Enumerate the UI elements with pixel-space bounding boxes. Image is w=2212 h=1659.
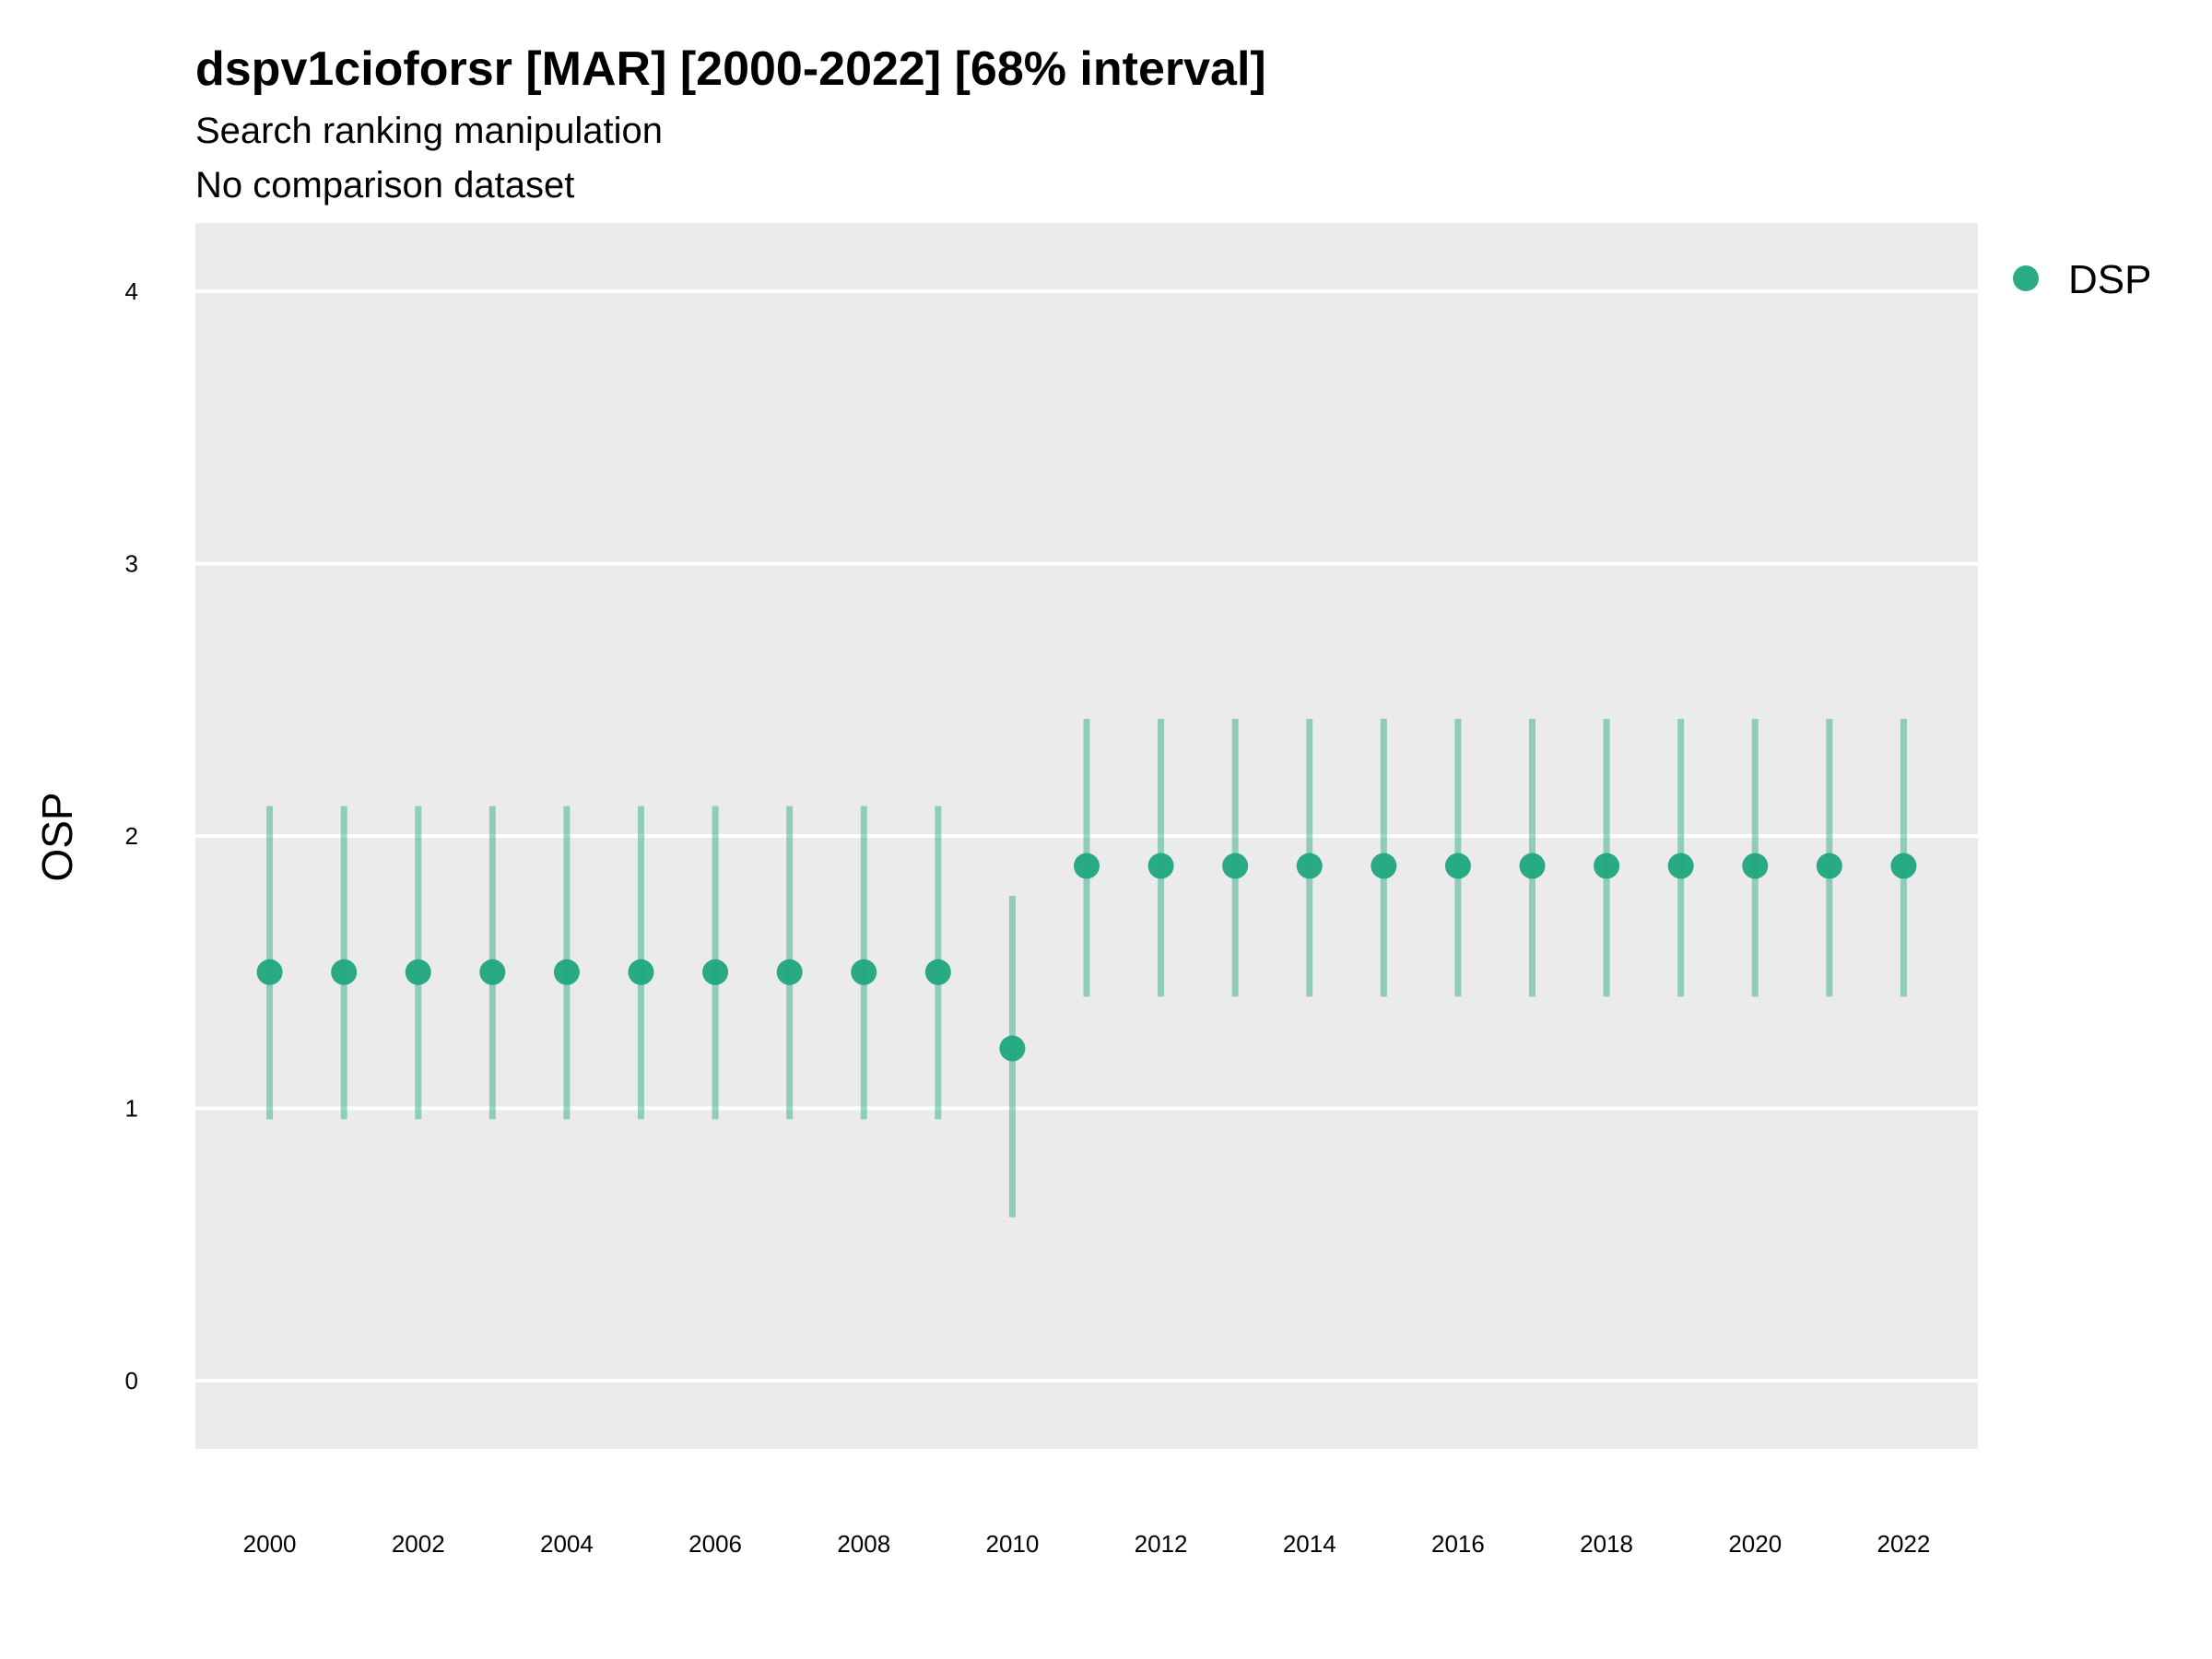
x-tick-label: 2016 — [1431, 1530, 1485, 1558]
y-tick-label: 2 — [125, 822, 138, 850]
x-tick-labels: 2000 2002 2004 2006 2008 2010 2012 2014 2016 2018… — [243, 1530, 1931, 1558]
y-tick-label: 0 — [125, 1367, 138, 1394]
data-point — [999, 1035, 1026, 1062]
x-tick-label: 2012 — [1135, 1530, 1188, 1558]
x-tick-label: 2008 — [837, 1530, 890, 1558]
x-tick-label: 2006 — [688, 1530, 742, 1558]
data-point — [1371, 853, 1397, 879]
chart-title: dspv1cioforsr [MAR] [2000-2022] [68% int… — [195, 42, 1266, 96]
legend-swatch-dsp — [2013, 265, 2039, 291]
data-point — [553, 959, 580, 985]
chart-subtitle: Search ranking manipulation — [195, 111, 663, 151]
data-point — [702, 959, 729, 985]
data-point — [1222, 853, 1249, 879]
data-point — [256, 959, 283, 985]
x-tick-label: 2002 — [392, 1530, 445, 1558]
data-point — [1074, 853, 1100, 879]
data-point — [331, 959, 358, 985]
data-point — [1667, 853, 1694, 879]
x-tick-label: 2014 — [1283, 1530, 1336, 1558]
x-tick-label: 2004 — [540, 1530, 594, 1558]
data-point — [1519, 853, 1546, 879]
data-point — [1296, 853, 1323, 879]
data-point — [1147, 853, 1174, 879]
data-point — [405, 959, 431, 985]
data-point — [1890, 853, 1917, 879]
data-point — [1742, 853, 1769, 879]
y-tick-label: 3 — [125, 549, 138, 577]
data-point — [1594, 853, 1620, 879]
x-tick-label: 2010 — [985, 1530, 1039, 1558]
legend: DSP — [2013, 257, 2151, 302]
y-axis-title: OSP — [33, 792, 81, 881]
legend-label-dsp: DSP — [2068, 257, 2151, 302]
data-point — [924, 959, 951, 985]
x-tick-label: 2022 — [1877, 1530, 1930, 1558]
data-points — [256, 853, 1917, 1062]
x-tick-label: 2000 — [243, 1530, 297, 1558]
data-point — [628, 959, 654, 985]
data-point — [1816, 853, 1842, 879]
y-tick-labels: 0 1 2 3 4 — [125, 277, 138, 1394]
x-tick-label: 2020 — [1728, 1530, 1782, 1558]
y-gridlines — [195, 288, 1978, 1383]
chart-subtitle-secondary: No comparison dataset — [195, 165, 574, 206]
data-point — [776, 959, 803, 985]
data-point — [479, 959, 506, 985]
y-tick-label: 1 — [125, 1095, 138, 1123]
x-tick-label: 2018 — [1580, 1530, 1633, 1558]
data-point — [851, 959, 877, 985]
y-tick-label: 4 — [125, 277, 138, 305]
data-point — [1444, 853, 1471, 879]
